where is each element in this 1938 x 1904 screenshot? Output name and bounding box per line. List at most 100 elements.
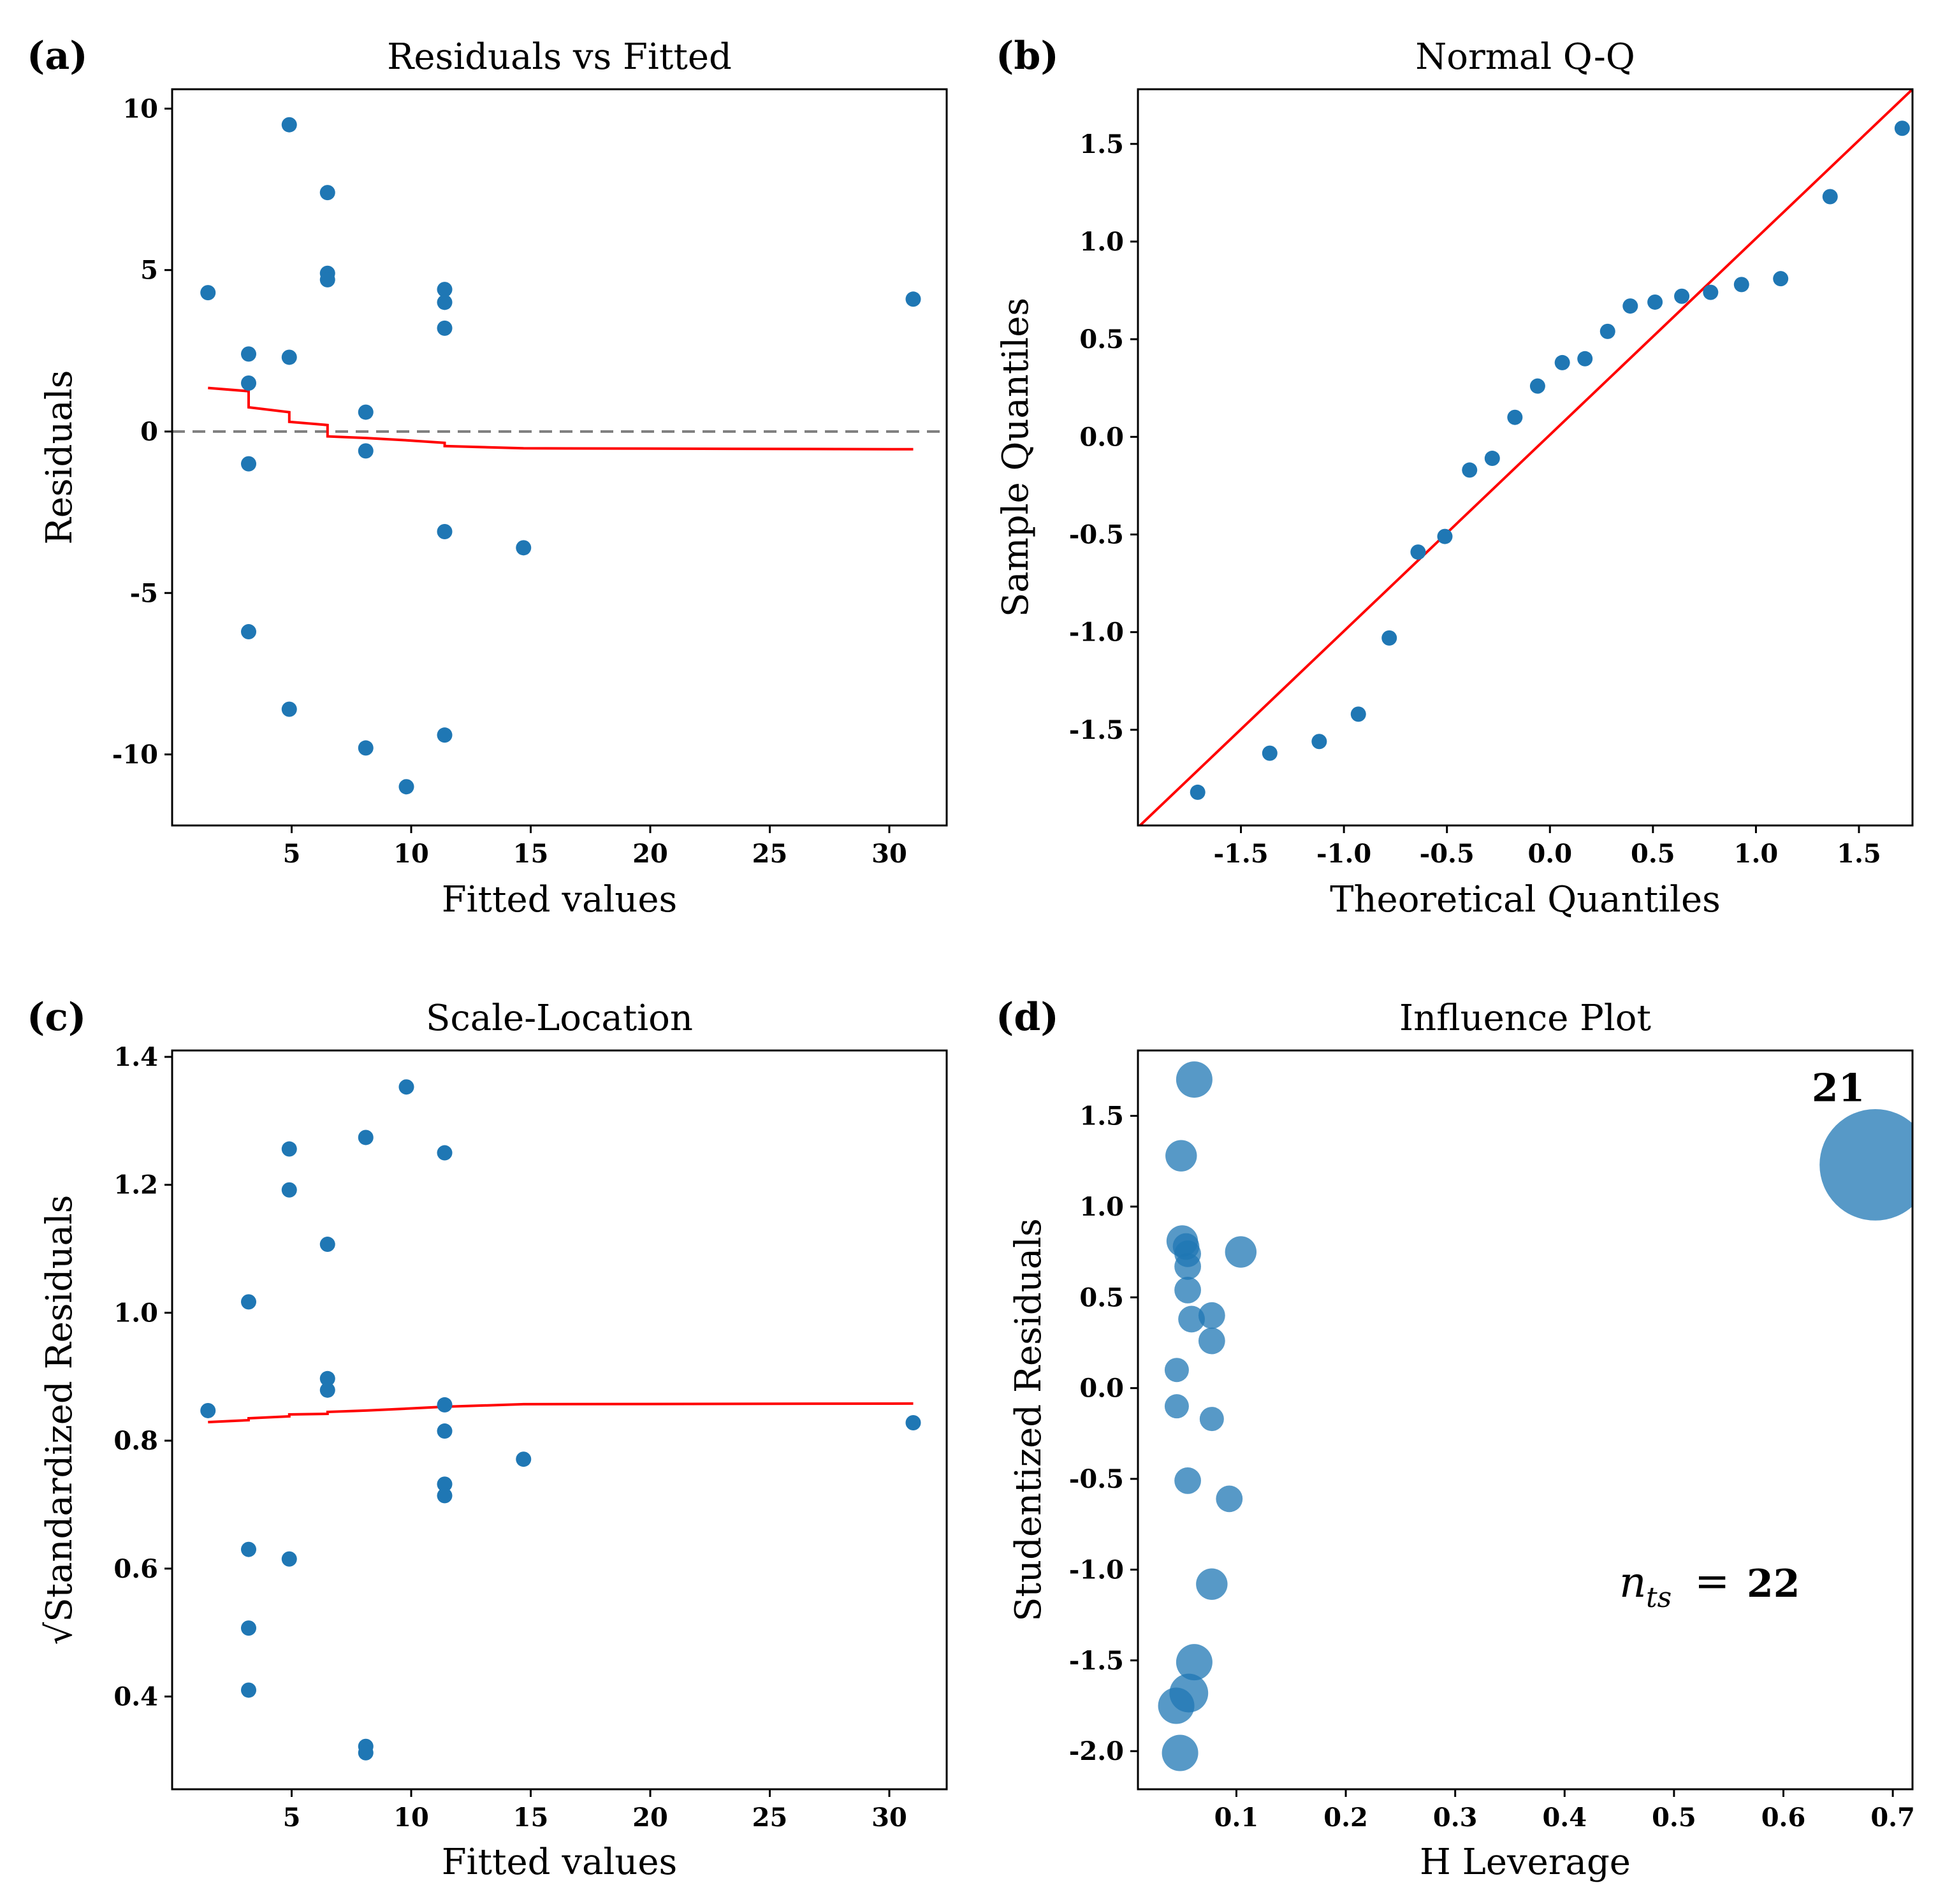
y-axis-label: Sample Quantiles — [995, 298, 1037, 617]
x-tick-label: 0.0 — [1527, 839, 1572, 869]
data-point — [358, 443, 374, 459]
data-point — [319, 1382, 335, 1398]
annotation-subscript: ts — [1646, 1581, 1672, 1614]
influence-point — [1819, 1109, 1912, 1221]
data-point — [1381, 630, 1397, 646]
data-point — [1599, 323, 1615, 339]
data-point — [516, 540, 532, 556]
influence-point — [1165, 1140, 1197, 1172]
data-point — [1894, 120, 1910, 136]
x-tick-label: -1.0 — [1316, 839, 1371, 869]
data-point — [1529, 378, 1545, 394]
influence-point — [1199, 1407, 1224, 1432]
y-tick-label: 0.6 — [113, 1554, 158, 1584]
influence-point — [1158, 1687, 1195, 1724]
influence-point — [1174, 1276, 1201, 1304]
panel-title: Normal Q-Q — [1415, 36, 1635, 78]
panel-b: -1.5 -1.0 -0.5 0.0 0.5 1.0 1.5 1.5 1.0 0.5 0.0 -0.5… — [995, 34, 1914, 920]
data-point — [241, 1620, 256, 1636]
data-point — [1554, 354, 1570, 370]
plot-area — [1158, 1061, 1912, 1771]
data-point — [1822, 189, 1838, 205]
x-tick-label: 0.2 — [1323, 1803, 1368, 1833]
x-axis-label: Theoretical Quantiles — [1330, 879, 1721, 920]
x-tick-label: 0.5 — [1652, 1803, 1696, 1833]
y-tick-label: 1.0 — [1079, 227, 1124, 257]
data-point — [1462, 462, 1478, 478]
plot-frame — [171, 1049, 948, 1791]
influence-point — [1164, 1394, 1189, 1419]
annotation-n: n — [1619, 1558, 1647, 1607]
y-tick-label: -2.0 — [1069, 1736, 1124, 1766]
x-tick-label: 0.5 — [1631, 839, 1675, 869]
influence-point — [1176, 1061, 1213, 1098]
data-point — [437, 282, 453, 298]
lowess-smooth-line — [208, 1402, 914, 1423]
plot-area — [172, 117, 947, 795]
data-point — [437, 320, 453, 336]
data-point — [358, 1130, 374, 1145]
influence-point — [1176, 1644, 1213, 1681]
data-point — [437, 1397, 453, 1413]
y-tick-label: -1.5 — [1069, 715, 1124, 745]
y-tick-label: 1.2 — [113, 1170, 158, 1200]
panel-c: 5 10 15 20 25 30 1.4 1.2 1.0 0.8 0.6 0.4 Scale-Locat… — [27, 995, 948, 1883]
x-tick-label: 30 — [871, 1803, 907, 1833]
x-tick-label: 25 — [752, 1803, 788, 1833]
data-point — [1484, 451, 1500, 467]
annotation-value: 22 — [1747, 1562, 1800, 1606]
data-point — [319, 1370, 335, 1386]
x-tick-label: 15 — [513, 839, 549, 869]
data-point — [1190, 784, 1206, 800]
plot-frame — [1137, 88, 1914, 827]
data-point — [905, 1415, 921, 1431]
y-tick-label: -0.5 — [1069, 1464, 1124, 1494]
x-axis-label: H Leverage — [1420, 1842, 1631, 1883]
x-axis-label: Fitted values — [442, 1842, 677, 1883]
data-point — [437, 727, 453, 743]
influence-point — [1164, 1358, 1189, 1383]
influence-point — [1198, 1302, 1225, 1329]
data-point — [1507, 409, 1523, 425]
panel-title: Influence Plot — [1399, 998, 1651, 1039]
data-point — [281, 1141, 297, 1157]
x-tick-label: 0.1 — [1214, 1803, 1259, 1833]
y-tick-label: -1.5 — [1069, 1646, 1124, 1676]
x-tick-label: -1.5 — [1213, 839, 1268, 869]
data-point — [437, 1488, 453, 1504]
data-point — [200, 1402, 216, 1418]
y-tick-label: 1.0 — [113, 1298, 158, 1328]
y-tick-label: 1.5 — [1079, 129, 1124, 159]
data-point — [281, 349, 297, 365]
panel-d: 0.1 0.2 0.3 0.4 0.5 0.6 0.7 1.5 1.0 0.5 0.0 -0.5 -1.… — [996, 995, 1915, 1883]
data-point — [516, 1451, 532, 1467]
y-tick-label: -1.0 — [1069, 1555, 1124, 1585]
qq-reference-line — [1138, 89, 1912, 825]
data-point — [241, 1682, 256, 1698]
x-tick-label: 15 — [513, 1803, 549, 1833]
y-tick-label: 0.0 — [1079, 422, 1124, 452]
x-tick-label: 30 — [871, 839, 907, 869]
data-point — [1350, 706, 1366, 722]
y-axis-label: Studentized Residuals — [1008, 1218, 1049, 1622]
y-tick-label: -0.5 — [1069, 520, 1124, 550]
data-point — [241, 375, 256, 391]
plot-frame — [1137, 1049, 1914, 1791]
data-point — [358, 404, 374, 420]
data-point — [1437, 528, 1453, 544]
x-tick-label: 0.6 — [1761, 1803, 1806, 1833]
y-tick-label: -5 — [130, 578, 158, 608]
panel-a: 5 10 15 20 25 30 10 5 0 -5 -10 Residuals vs Fitted (… — [27, 34, 948, 920]
plot-area — [200, 1079, 921, 1761]
y-tick-label: 0.4 — [113, 1682, 158, 1711]
data-point — [281, 1551, 297, 1567]
data-point — [1733, 277, 1749, 293]
x-tick-label: 10 — [393, 1803, 429, 1833]
influence-point — [1216, 1485, 1243, 1513]
data-point — [905, 291, 921, 307]
data-point — [281, 1182, 297, 1198]
y-tick-label: 10 — [122, 94, 158, 124]
x-tick-label: 0.3 — [1433, 1803, 1478, 1833]
x-tick-label: 10 — [393, 839, 429, 869]
